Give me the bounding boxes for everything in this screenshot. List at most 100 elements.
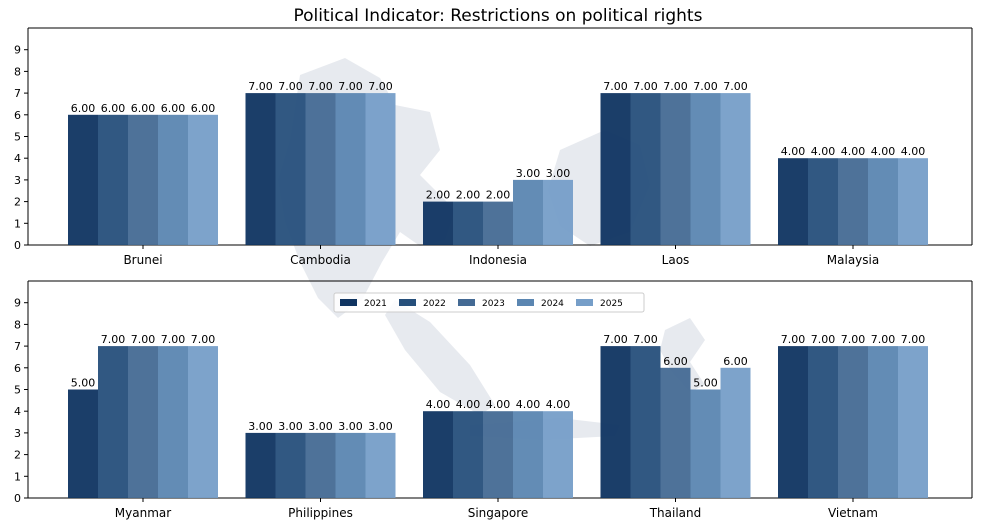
data-label: 7.00 <box>278 80 303 93</box>
x-tick-label: Brunei <box>123 253 162 267</box>
y-tick-label: 9 <box>14 297 21 310</box>
x-tick-label: Thailand <box>649 506 702 520</box>
bar <box>868 346 898 498</box>
x-tick-label: Indonesia <box>469 253 527 267</box>
y-tick-label: 3 <box>14 427 21 440</box>
panel-top: 0 1 2 3 4 5 6 7 8 9 6.00 6.00 6.00 6.00 6.00 Brunei 7.00… <box>14 27 973 267</box>
bar <box>98 346 128 498</box>
data-label: 3.00 <box>278 420 303 433</box>
bar <box>335 432 366 498</box>
bar <box>453 201 483 245</box>
y-tick-label: 2 <box>14 196 21 209</box>
bar <box>128 346 158 498</box>
data-label: 7.00 <box>308 80 333 93</box>
legend-swatch <box>517 299 534 306</box>
bar <box>808 346 838 498</box>
data-label: 4.00 <box>486 398 511 411</box>
data-label: 4.00 <box>516 398 541 411</box>
bar <box>720 93 751 245</box>
bar <box>98 114 128 245</box>
x-tick-label: Malaysia <box>827 253 879 267</box>
bar <box>158 114 188 245</box>
data-label: 3.00 <box>516 167 541 180</box>
data-label: 4.00 <box>871 145 896 158</box>
data-label: 7.00 <box>603 333 628 346</box>
bar <box>690 389 721 498</box>
sulawesi-silhouette <box>660 318 705 392</box>
data-label: 6.00 <box>191 102 216 115</box>
data-label: 7.00 <box>633 80 658 93</box>
legend-entry-label: 2023 <box>482 299 505 309</box>
y-tick-label: 3 <box>14 174 21 187</box>
bar <box>543 411 573 498</box>
x-tick-label: Singapore <box>468 506 529 520</box>
data-label: 4.00 <box>546 398 571 411</box>
data-label: 6.00 <box>71 102 96 115</box>
bar <box>275 432 306 498</box>
data-label: 4.00 <box>426 398 451 411</box>
x-tick-label: Philippines <box>288 506 353 520</box>
bar <box>128 114 158 245</box>
data-label: 7.00 <box>841 333 866 346</box>
bar <box>898 346 928 498</box>
x-tick-label: Myanmar <box>115 506 171 520</box>
data-label: 3.00 <box>546 167 571 180</box>
bar <box>245 93 276 245</box>
bar <box>188 346 218 498</box>
bar <box>600 93 631 245</box>
data-label: 6.00 <box>131 102 156 115</box>
legend-entry-label: 2022 <box>423 299 446 309</box>
legend-swatch <box>576 299 593 306</box>
bar <box>660 367 691 498</box>
y-tick-label: 6 <box>14 362 21 375</box>
bar <box>720 367 751 498</box>
data-label: 2.00 <box>486 189 511 202</box>
bar <box>513 411 543 498</box>
data-label: 4.00 <box>456 398 481 411</box>
y-tick-label: 4 <box>14 405 21 418</box>
data-label: 7.00 <box>603 80 628 93</box>
data-label: 3.00 <box>368 420 393 433</box>
panel-bottom: 0 1 2 3 4 5 6 7 8 9 5.00 7.00 7.00 7.00 7.00 Myanmar 3.0… <box>14 280 973 520</box>
legend-entry-label: 2021 <box>364 299 387 309</box>
data-label: 7.00 <box>901 333 926 346</box>
data-label: 7.00 <box>101 333 126 346</box>
data-label: 7.00 <box>781 333 806 346</box>
y-tick-label: 2 <box>14 449 21 462</box>
y-tick-label: 6 <box>14 109 21 122</box>
sumatra-silhouette <box>385 300 495 415</box>
y-tick-label: 1 <box>14 217 21 230</box>
bar <box>808 158 838 245</box>
y-tick-label: 7 <box>14 340 21 353</box>
legend-swatch <box>340 299 357 306</box>
bar <box>365 432 396 498</box>
data-label: 5.00 <box>71 377 96 390</box>
data-label: 3.00 <box>308 420 333 433</box>
y-tick-label: 8 <box>14 65 21 78</box>
data-label: 7.00 <box>663 80 688 93</box>
bar <box>838 158 868 245</box>
bar <box>778 158 808 245</box>
y-tick-label: 8 <box>14 318 21 331</box>
bar <box>838 346 868 498</box>
x-tick-label: Vietnam <box>828 506 878 520</box>
bar <box>483 201 513 245</box>
bar <box>68 114 98 245</box>
data-label: 3.00 <box>248 420 273 433</box>
data-label: 3.00 <box>338 420 363 433</box>
data-label: 7.00 <box>811 333 836 346</box>
bar <box>898 158 928 245</box>
y-tick-label: 0 <box>14 239 21 252</box>
data-label: 2.00 <box>426 189 451 202</box>
y-tick-label: 0 <box>14 492 21 505</box>
legend: 2021 2022 2023 2024 2025 <box>333 292 645 313</box>
y-tick-label: 4 <box>14 152 21 165</box>
data-label: 6.00 <box>663 355 688 368</box>
bar <box>335 93 366 245</box>
legend-box <box>333 292 645 313</box>
data-label: 4.00 <box>841 145 866 158</box>
data-label: 7.00 <box>693 80 718 93</box>
bar <box>423 411 453 498</box>
data-label: 7.00 <box>248 80 273 93</box>
